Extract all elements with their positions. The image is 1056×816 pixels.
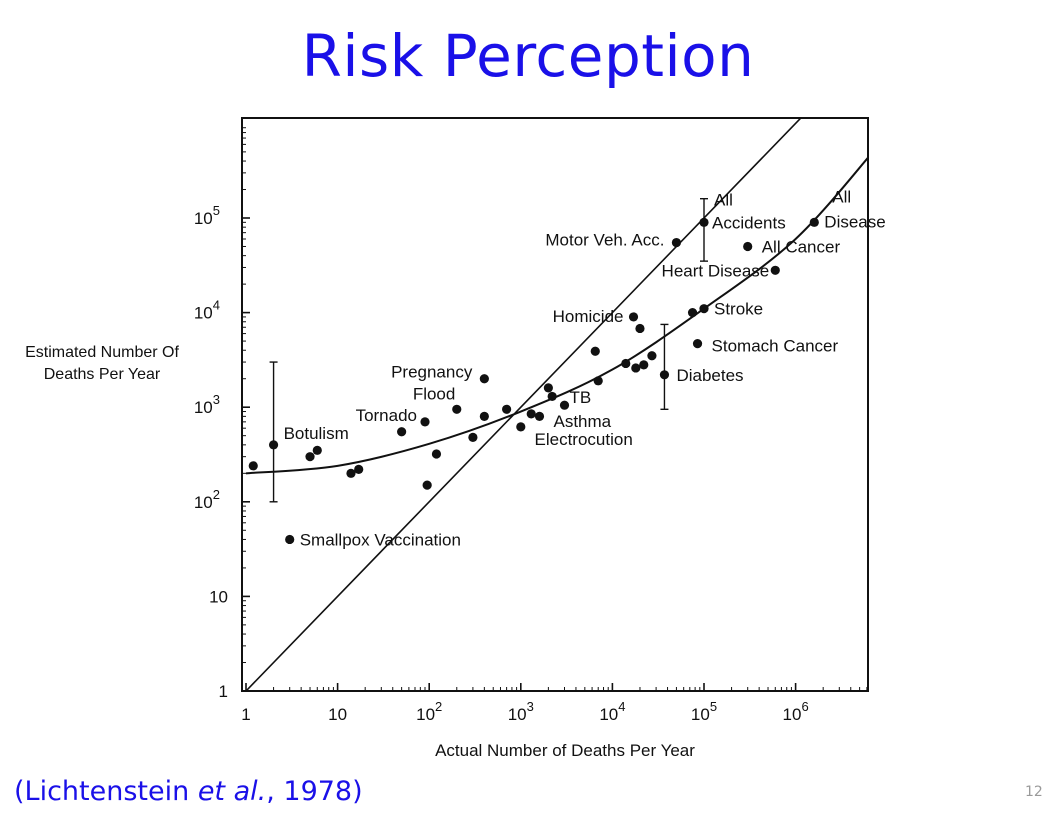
data-point [547,391,557,402]
y-tick-label: 104 [194,298,220,323]
error-bars [269,197,708,503]
point-label: Pregnancy [391,363,473,382]
y-tick-label: 105 [194,203,220,228]
y-axis-label: Estimated Number Of Deaths Per Year [10,342,194,386]
x-tick-label: 106 [783,699,809,724]
point-labels: Botulism Smallpox Vaccination Tornado Pregn… [284,187,886,549]
data-point [687,308,698,318]
point-label: Motor Veh. Acc. [545,231,664,250]
data-point [312,445,322,455]
x-tick-label: 102 [416,699,442,724]
citation-prefix: (Lichtenstein [14,776,198,807]
data-point [452,404,462,414]
data-point [635,323,645,334]
point-label: Flood [413,385,456,404]
data-point [431,449,442,459]
data-points [248,217,819,545]
citation: (Lichtenstein et al., 1978) [14,776,363,807]
data-point [631,363,641,373]
slide-number: 12 [1025,784,1043,800]
point-label: Stomach Cancer [712,337,839,356]
point-label: All [832,187,851,206]
data-point [699,304,709,314]
data-point [397,427,407,437]
plot-frame [241,117,869,692]
data-point [593,376,603,386]
x-tick-label: 105 [691,699,717,724]
citation-italic: et al. [197,776,267,807]
data-point [526,409,536,419]
point-label: Homicide [553,307,624,326]
data-point [468,432,478,442]
point-label: Tornado [356,406,417,425]
data-point [692,339,703,349]
y-tick-label: 103 [194,392,220,417]
data-point [699,217,709,227]
data-point [502,404,512,414]
data-point [543,383,553,393]
slide-title: Risk Perception [301,22,755,90]
x-tick-label: 103 [508,699,534,724]
citation-suffix: , 1978) [266,776,363,807]
data-point [743,241,753,252]
data-point [559,400,570,410]
point-label: Disease [824,212,885,231]
identity-line [245,118,802,691]
data-point [479,411,489,421]
data-point [534,411,545,421]
data-point [639,360,649,370]
data-point [285,534,295,545]
data-point [516,422,526,432]
x-tick-label: 10 [328,705,347,724]
fit-curve [245,156,868,475]
x-tick-label: 104 [599,699,625,724]
point-label: Heart Disease [662,261,770,280]
point-label: Diabetes [676,366,743,385]
y-axis-label-line-1: Estimated Number Of [25,344,179,361]
y-tick-label: 10 [209,587,228,606]
data-point [809,217,819,227]
data-point [354,464,364,475]
point-label: Electrocution [535,430,633,449]
y-tick-label: 102 [194,487,220,512]
data-point [621,358,631,369]
point-label: TB [570,388,592,407]
data-point [770,265,780,275]
data-point [422,480,432,490]
y-tick-label: 1 [219,682,228,701]
data-point [305,452,315,462]
data-point [628,312,639,322]
point-label: Stroke [714,300,763,319]
x-tick-label: 1 [241,705,250,724]
data-point [248,461,258,471]
data-point [479,374,489,384]
data-point [590,346,600,356]
point-label: All Cancer [762,237,841,256]
point-label: Smallpox Vaccination [300,530,461,549]
reference-lines [245,118,868,691]
point-label: Accidents [712,213,786,232]
point-label: All [714,190,733,209]
axes: 1 10 102 103 104 105 106 1 10 102 103 104 105 [194,117,869,724]
x-axis-label: Actual Number of Deaths Per Year [435,741,695,760]
data-point [671,237,682,248]
y-axis-label-line-2: Deaths Per Year [43,366,161,383]
point-label: Botulism [284,424,349,443]
data-point [647,351,657,361]
data-point [420,417,430,427]
data-point [268,440,279,450]
point-label: Asthma [554,412,612,431]
data-point [659,370,670,380]
data-point [346,468,356,478]
